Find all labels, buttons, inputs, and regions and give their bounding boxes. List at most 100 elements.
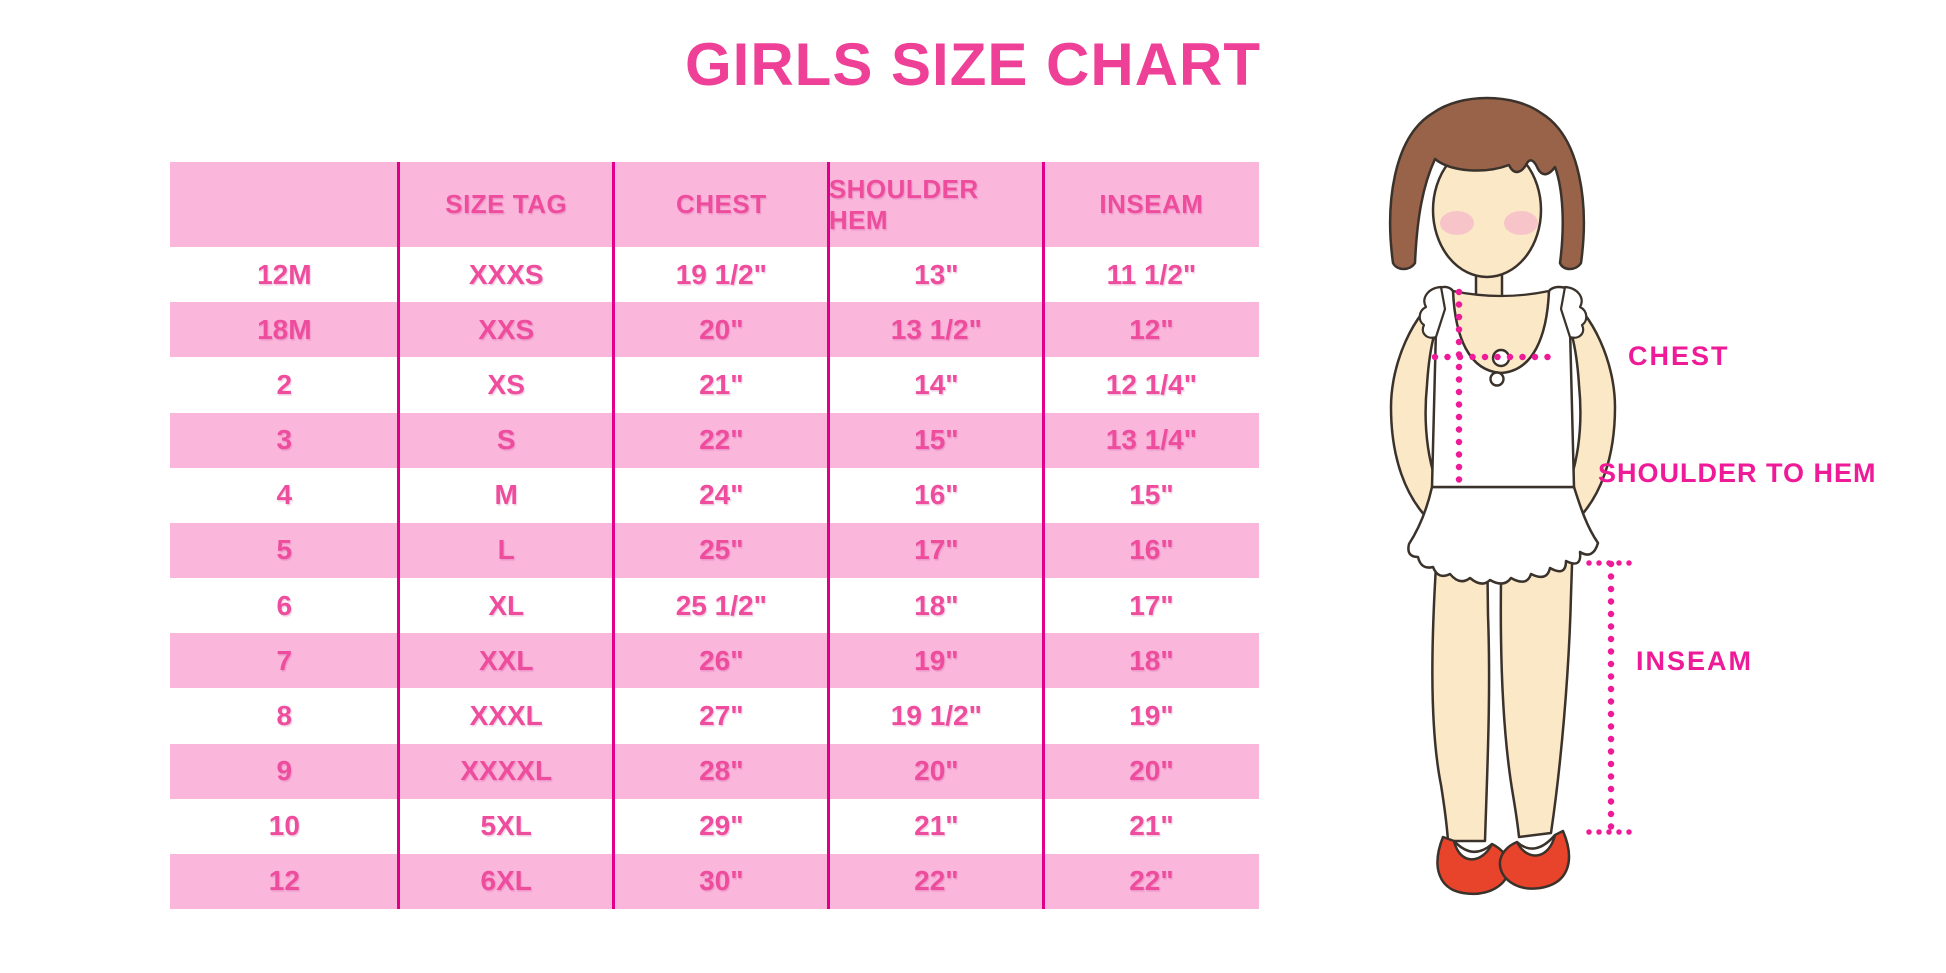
table-cell: L — [497, 534, 515, 566]
left-shoulder-ruffle — [1418, 285, 1447, 339]
table-cell: 5XL — [480, 810, 532, 842]
table-cell: 28" — [699, 755, 744, 787]
table-cell: 9 — [276, 755, 293, 787]
table-cell: 30" — [699, 865, 744, 897]
table-cell: 7 — [276, 644, 293, 676]
header-cell-chest: CHEST — [675, 189, 767, 219]
page-title: GIRLS SIZE CHART — [684, 31, 1262, 98]
girl-left-leg — [1431, 533, 1491, 843]
table-cell: XXXXL — [460, 755, 553, 787]
table-cell: 17" — [1129, 589, 1174, 621]
chest-label: CHEST — [1628, 341, 1730, 371]
header-cell-shoulder-hem: SHOULDER HEM — [828, 173, 979, 235]
table-cell: 12 — [268, 865, 300, 897]
header-cell-size-tag: SIZE TAG — [445, 189, 568, 219]
table-cell: 11 1/2" — [1106, 258, 1197, 290]
table-cell: XXXL — [469, 699, 543, 731]
header-cell-size — [170, 162, 399, 247]
table-cell: 13 1/2" — [890, 313, 982, 345]
column-divider — [827, 162, 831, 909]
table-cell: 13 1/4" — [1105, 424, 1197, 456]
table-cell: 8 — [276, 699, 293, 731]
table-row: 6 XL 25 1/2" 18" 17" — [170, 578, 1259, 634]
right-shoe-strap — [1516, 834, 1556, 850]
table-cell: 17" — [914, 534, 959, 566]
table-cell: S — [496, 424, 516, 456]
table-cell: 6 — [276, 589, 293, 621]
table-cell: 22" — [914, 865, 959, 897]
girl-hair — [1388, 96, 1586, 271]
table-cell: 21" — [1129, 810, 1174, 842]
table-cell: 6XL — [480, 865, 532, 897]
table-cell: XXL — [478, 644, 534, 676]
table-cell: 18" — [1129, 644, 1174, 676]
table-cell: 12 1/4" — [1105, 368, 1197, 400]
table-cell: 15" — [914, 424, 959, 456]
girl-left-shoe — [1436, 835, 1511, 896]
right-cheek-blush — [1504, 211, 1538, 235]
table-cell: XXS — [478, 313, 535, 345]
table-cell: 20" — [1129, 755, 1174, 787]
girl-illustration — [1388, 96, 1636, 896]
table-cell: 25" — [699, 534, 744, 566]
table-cell: 16" — [914, 479, 959, 511]
table-cell: 27" — [699, 699, 744, 731]
table-cell: 21" — [914, 810, 959, 842]
table-cell: 26" — [699, 644, 744, 676]
table-row: 5 L 25" 17" 16" — [170, 522, 1259, 579]
table-cell: 12M — [257, 258, 312, 290]
table-row: 8 XXXL 27" 19 1/2" 19" — [170, 688, 1259, 744]
table-cell: 18" — [914, 589, 959, 621]
right-shoulder-ruffle — [1559, 285, 1588, 339]
table-cell: XL — [488, 589, 525, 621]
table-cell: 19 1/2" — [890, 699, 982, 731]
table-cell: 15" — [1129, 479, 1174, 511]
shoulder-to-hem-label: SHOULDER TO HEM — [1598, 458, 1877, 488]
table-cell: 3 — [276, 424, 293, 456]
table-cell: 14" — [914, 368, 959, 400]
table-cell: 19 1/2" — [675, 258, 767, 290]
table-cell: XXXS — [468, 258, 544, 290]
table-row: 3 S 22" 15" 13 1/4" — [170, 412, 1259, 468]
inseam-label: INSEAM — [1636, 646, 1754, 676]
table-row: 10 5XL 29" 21" 21" — [170, 798, 1259, 854]
size-table: SIZE TAG CHEST SHOULDER HEM INSEAM 12M XX… — [170, 162, 1259, 910]
table-cell: 22" — [699, 424, 744, 456]
table-cell: 24" — [699, 479, 744, 511]
column-divider — [1042, 162, 1046, 909]
table-row: 12M XXXS 19 1/2" 13" 11 1/2" — [170, 247, 1259, 303]
left-shoe-strap — [1453, 840, 1493, 853]
table-cell: 13" — [914, 258, 959, 290]
table-row: 9 XXXXL 28" 20" 20" — [170, 743, 1259, 799]
table-cell: 20" — [914, 755, 959, 787]
table-cell: 21" — [699, 368, 744, 400]
table-cell: 20" — [699, 313, 744, 345]
column-divider — [612, 162, 616, 909]
girl-right-shoe — [1498, 829, 1571, 890]
table-cell: 16" — [1129, 534, 1174, 566]
table-cell: 18M — [257, 313, 312, 345]
table-cell: 22" — [1129, 865, 1174, 897]
girl-right-leg — [1499, 533, 1575, 839]
table-row: 4 M 24" 16" 15" — [170, 467, 1259, 523]
table-row: 7 XXL 26" 19" 18" — [170, 633, 1259, 689]
table-row: 12 6XL 30" 22" 22" — [170, 853, 1259, 910]
table-cell: M — [494, 479, 518, 511]
table-cell: 29" — [699, 810, 744, 842]
table-cell: 5 — [276, 534, 293, 566]
column-divider — [397, 162, 401, 909]
girl-skirt — [1407, 485, 1600, 585]
table-cell: 19" — [1129, 699, 1174, 731]
bottom-button — [1489, 371, 1505, 387]
table-header-row: SIZE TAG CHEST SHOULDER HEM INSEAM — [170, 162, 1259, 247]
table-cell: 2 — [276, 368, 293, 400]
left-cheek-blush — [1440, 211, 1474, 235]
table-cell: XS — [487, 368, 525, 400]
table-cell: 4 — [276, 479, 293, 511]
table-cell: 10 — [268, 810, 300, 842]
girl-top-bodice — [1430, 285, 1576, 489]
table-cell: 19" — [914, 644, 959, 676]
table-cell: 25 1/2" — [675, 589, 767, 621]
table-cell: 12" — [1129, 313, 1174, 345]
table-row: 18M XXS 20" 13 1/2" 12" — [170, 302, 1259, 358]
